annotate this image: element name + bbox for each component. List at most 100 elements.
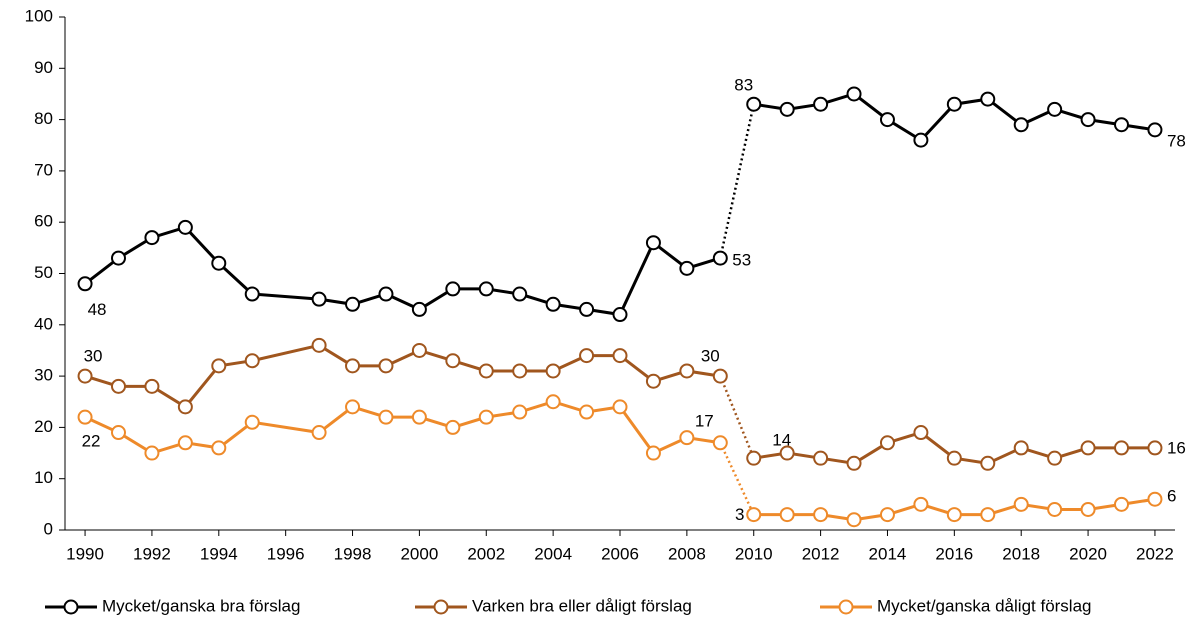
x-tick-label: 2016: [935, 544, 973, 563]
x-tick-label: 1992: [133, 544, 171, 563]
legend-marker: [838, 599, 854, 615]
point-marker: [612, 348, 628, 364]
point-marker: [110, 425, 126, 441]
point-marker: [144, 378, 160, 394]
point-marker: [879, 435, 895, 451]
point-marker: [345, 358, 361, 374]
point-marker: [244, 414, 260, 430]
point-marker: [445, 281, 461, 297]
legend-label: Mycket/ganska dåligt förslag: [877, 596, 1092, 615]
data-label: 48: [88, 300, 107, 319]
point-marker: [345, 399, 361, 415]
point-marker: [1013, 117, 1029, 133]
data-label: 30: [701, 347, 720, 366]
point-marker: [980, 91, 996, 107]
x-tick-label: 2008: [668, 544, 706, 563]
point-marker: [77, 276, 93, 292]
point-marker: [1114, 117, 1130, 133]
point-marker: [879, 112, 895, 128]
y-tick-label: 80: [34, 109, 53, 128]
legend-label: Mycket/ganska bra förslag: [102, 596, 300, 615]
x-tick-label: 1990: [66, 544, 104, 563]
legend-marker: [433, 599, 449, 615]
data-label: 22: [82, 432, 101, 451]
y-tick-label: 70: [34, 160, 53, 179]
point-marker: [311, 425, 327, 441]
legend-label: Varken bra eller dåligt förslag: [472, 596, 692, 615]
point-marker: [378, 358, 394, 374]
point-marker: [980, 455, 996, 471]
point-marker: [378, 286, 394, 302]
x-tick-label: 2018: [1002, 544, 1040, 563]
x-tick-label: 2006: [601, 544, 639, 563]
point-marker: [712, 250, 728, 266]
point-marker: [1013, 496, 1029, 512]
point-marker: [211, 358, 227, 374]
point-marker: [946, 507, 962, 523]
point-marker: [879, 507, 895, 523]
point-marker: [545, 296, 561, 312]
y-tick-label: 50: [34, 263, 53, 282]
point-marker: [980, 507, 996, 523]
y-tick-label: 0: [44, 519, 53, 538]
point-marker: [345, 296, 361, 312]
x-tick-label: 2002: [467, 544, 505, 563]
point-marker: [946, 96, 962, 112]
point-marker: [579, 404, 595, 420]
point-marker: [244, 286, 260, 302]
point-marker: [1147, 122, 1163, 138]
point-marker: [1114, 440, 1130, 456]
x-tick-label: 1996: [267, 544, 305, 563]
point-marker: [177, 399, 193, 415]
series-line: [84, 92, 1156, 317]
point-marker: [110, 378, 126, 394]
point-marker: [177, 219, 193, 235]
x-tick-label: 2020: [1069, 544, 1107, 563]
point-marker: [712, 368, 728, 384]
point-marker: [177, 435, 193, 451]
point-marker: [779, 507, 795, 523]
y-tick-label: 90: [34, 58, 53, 77]
point-marker: [846, 512, 862, 528]
point-marker: [579, 348, 595, 364]
point-marker: [478, 281, 494, 297]
point-marker: [1047, 101, 1063, 117]
point-marker: [1114, 496, 1130, 512]
point-marker: [110, 250, 126, 266]
data-label: 14: [772, 431, 791, 450]
x-tick-label: 2022: [1136, 544, 1174, 563]
point-marker: [445, 353, 461, 369]
point-marker: [645, 445, 661, 461]
point-marker: [1147, 440, 1163, 456]
point-marker: [77, 368, 93, 384]
y-tick-label: 30: [34, 366, 53, 385]
point-marker: [679, 363, 695, 379]
point-marker: [746, 450, 762, 466]
point-marker: [545, 363, 561, 379]
y-tick-label: 20: [34, 417, 53, 436]
point-marker: [612, 399, 628, 415]
point-marker: [311, 337, 327, 353]
point-marker: [211, 440, 227, 456]
point-marker: [144, 445, 160, 461]
point-marker: [411, 342, 427, 358]
point-marker: [512, 363, 528, 379]
point-marker: [378, 409, 394, 425]
point-marker: [1080, 501, 1096, 517]
point-marker: [579, 301, 595, 317]
data-label: 16: [1167, 438, 1186, 457]
data-label: 30: [84, 347, 103, 366]
point-marker: [913, 425, 929, 441]
point-marker: [813, 507, 829, 523]
x-tick-label: 2014: [869, 544, 907, 563]
point-marker: [746, 507, 762, 523]
point-marker: [913, 496, 929, 512]
point-marker: [1080, 440, 1096, 456]
point-marker: [478, 363, 494, 379]
point-marker: [913, 132, 929, 148]
data-label: 53: [732, 251, 751, 270]
x-tick-label: 2004: [534, 544, 572, 563]
data-label: 3: [735, 505, 744, 524]
